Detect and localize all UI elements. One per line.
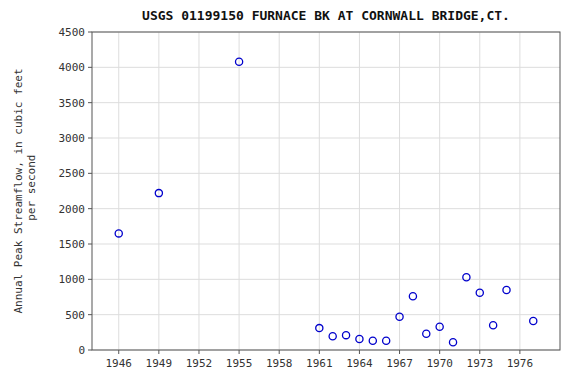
point — [503, 286, 510, 293]
x-tick-label: 1955 — [226, 357, 253, 370]
y-tick — [88, 173, 92, 174]
x-tick-label: 1964 — [346, 357, 373, 370]
point — [449, 339, 456, 346]
y-grid-line — [92, 244, 560, 245]
axes: 1946 1949 1952 1955 1958 1961 1964 1967 1970 1973… — [59, 26, 561, 370]
x-grid-line — [319, 32, 320, 350]
y-tick — [88, 279, 92, 280]
y-tick-label: 1500 — [59, 238, 86, 251]
point — [530, 317, 537, 324]
y-tick-label: 3000 — [59, 132, 86, 145]
plot-frame — [92, 32, 560, 350]
point — [490, 322, 497, 329]
point — [115, 230, 122, 237]
point — [235, 58, 242, 65]
y-tick-label: 4000 — [59, 61, 86, 74]
y-grid-line — [92, 102, 560, 103]
points — [115, 58, 537, 346]
x-grid-line — [239, 32, 240, 350]
y-tick-label: 2500 — [59, 167, 86, 180]
y-axis-label: Annual Peak Streamflow, in cubic feet pe… — [12, 68, 38, 313]
y-tick — [88, 32, 92, 33]
x-tick — [439, 350, 440, 354]
y-tick — [88, 208, 92, 209]
x-tick — [158, 350, 159, 354]
y-grid-line — [92, 279, 560, 280]
x-tick — [118, 350, 119, 354]
point — [155, 190, 162, 197]
y-grid-line — [92, 138, 560, 139]
point — [423, 330, 430, 337]
y-tick — [88, 102, 92, 103]
point — [369, 337, 376, 344]
x-grid-line — [118, 32, 119, 350]
point — [476, 289, 483, 296]
point — [316, 324, 323, 331]
x-tick — [359, 350, 360, 354]
y-tick — [88, 350, 92, 351]
x-tick-label: 1949 — [146, 357, 173, 370]
x-tick-label: 1970 — [426, 357, 453, 370]
y-grid-line — [92, 314, 560, 315]
y-tick — [88, 314, 92, 315]
x-tick-label: 1946 — [105, 357, 132, 370]
chart-container: 1946 1949 1952 1955 1958 1961 1964 1967 1970 1973… — [0, 0, 576, 384]
x-grid-line — [479, 32, 480, 350]
y-tick-label: 1000 — [59, 273, 86, 286]
x-tick — [399, 350, 400, 354]
x-tick-label: 1961 — [306, 357, 333, 370]
y-axis-label-line: per second — [25, 155, 38, 228]
point — [383, 337, 390, 344]
point — [409, 293, 416, 300]
point — [436, 323, 443, 330]
x-tick — [239, 350, 240, 354]
x-grid-line — [359, 32, 360, 350]
y-tick-label: 4500 — [59, 26, 86, 39]
y-tick-label: 0 — [78, 344, 85, 357]
y-grid-line — [92, 208, 560, 209]
chart: 1946 1949 1952 1955 1958 1961 1964 1967 1970 1973… — [0, 0, 576, 384]
y-grid-line — [92, 67, 560, 68]
x-grid-line — [158, 32, 159, 350]
point — [342, 332, 349, 339]
y-tick-label: 3500 — [59, 97, 86, 110]
x-tick — [479, 350, 480, 354]
x-tick — [198, 350, 199, 354]
x-grid-line — [198, 32, 199, 350]
x-tick — [519, 350, 520, 354]
x-tick-label: 1973 — [467, 357, 494, 370]
x-tick-label: 1952 — [186, 357, 213, 370]
x-tick — [319, 350, 320, 354]
x-grid-line — [439, 32, 440, 350]
grid — [92, 32, 560, 350]
y-axis-label-line: Annual Peak Streamflow, in cubic feet — [12, 68, 25, 313]
y-grid-line — [92, 173, 560, 174]
y-tick — [88, 244, 92, 245]
title: USGS 01199150 FURNACE BK AT CORNWALL BRI… — [142, 8, 510, 23]
y-tick — [88, 67, 92, 68]
x-grid-line — [399, 32, 400, 350]
point — [396, 313, 403, 320]
x-tick-label: 1958 — [266, 357, 293, 370]
point — [463, 274, 470, 281]
x-tick-label: 1976 — [507, 357, 534, 370]
point — [329, 333, 336, 340]
x-tick-label: 1967 — [386, 357, 413, 370]
plot-background — [92, 32, 560, 350]
y-tick — [88, 138, 92, 139]
x-tick — [279, 350, 280, 354]
y-tick-label: 2000 — [59, 203, 86, 216]
y-tick-label: 500 — [65, 309, 85, 322]
x-grid-line — [519, 32, 520, 350]
point — [356, 335, 363, 342]
x-grid-line — [279, 32, 280, 350]
